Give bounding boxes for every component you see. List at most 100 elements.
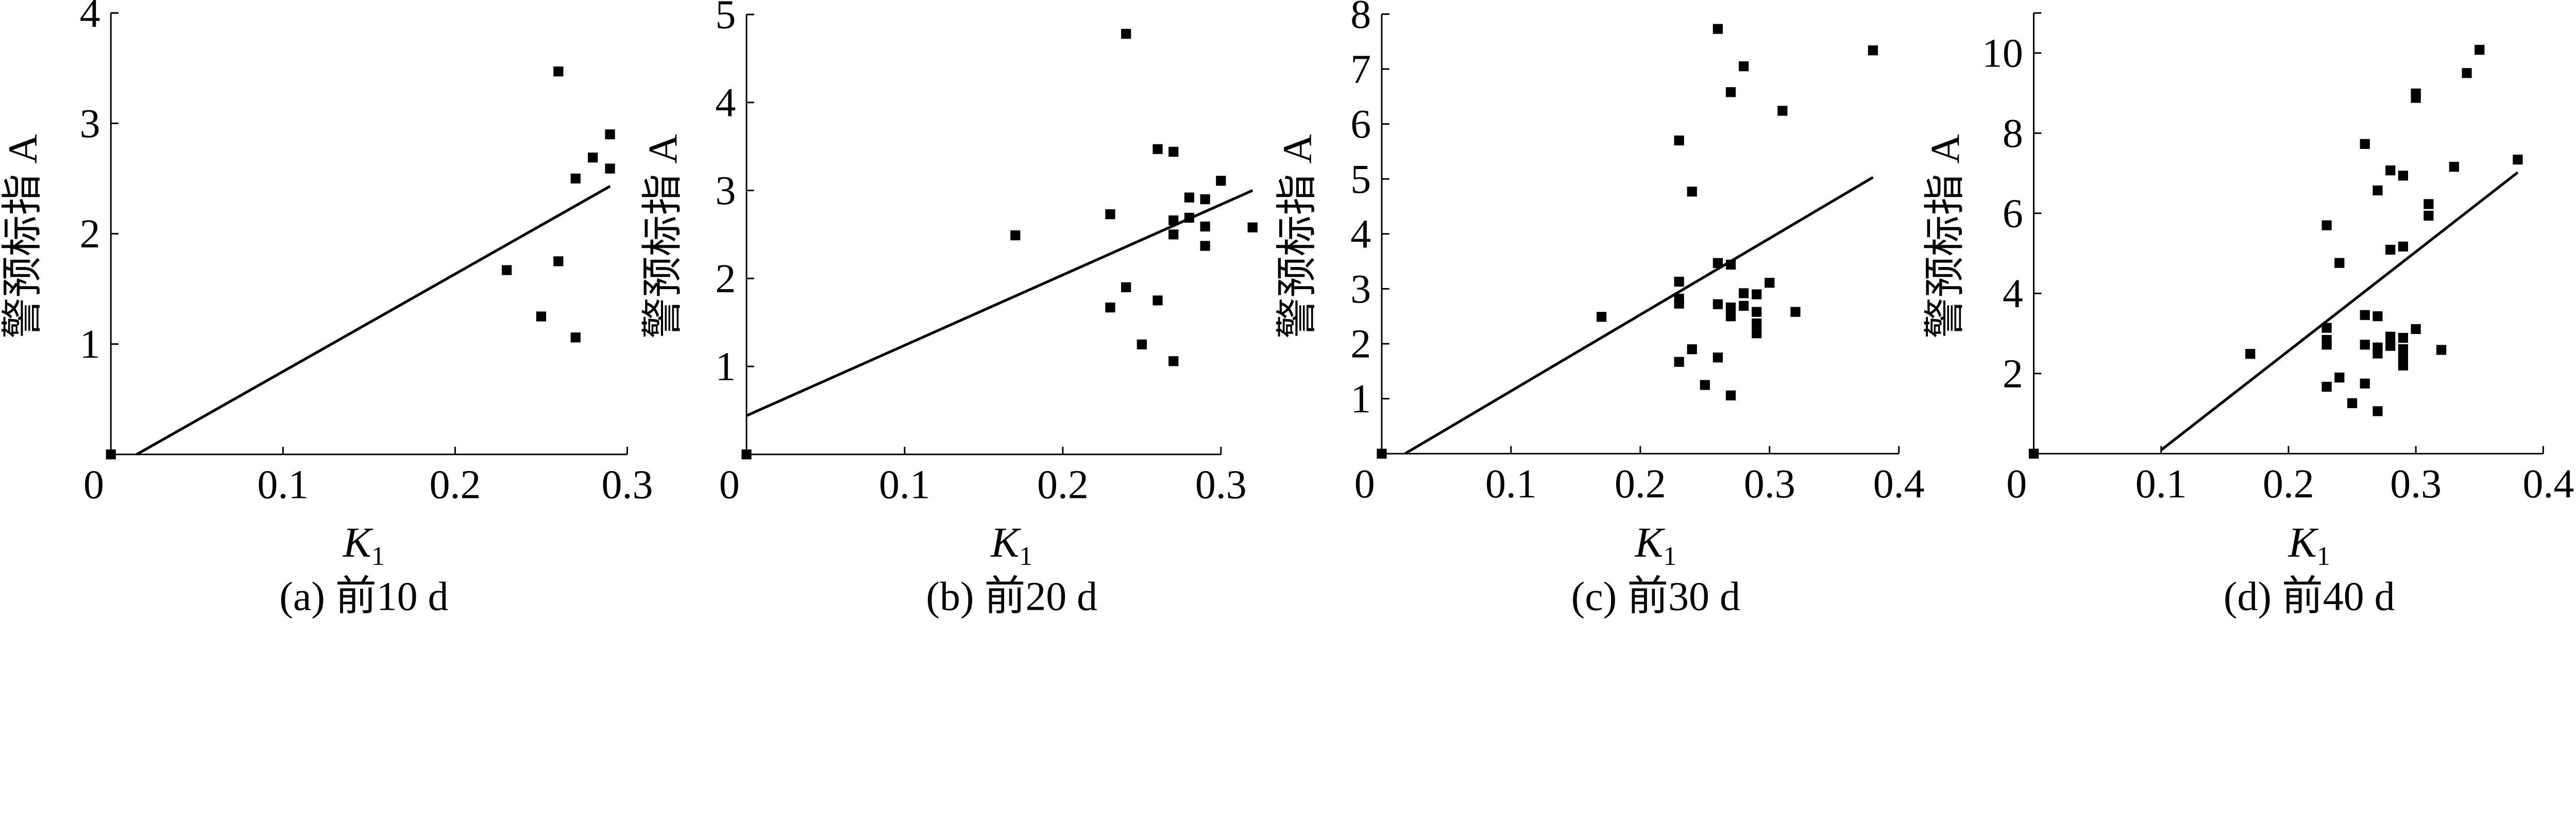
x-axis-label: K1 [343, 519, 385, 571]
data-point [2398, 332, 2409, 343]
data-point [1725, 259, 1736, 270]
data-point [536, 311, 547, 322]
data-point [1725, 87, 1736, 97]
fit-line [136, 185, 611, 456]
data-point [1216, 176, 1226, 186]
y-tick-label: 4 [715, 80, 736, 125]
data-point [1725, 390, 1736, 400]
data-point [1168, 215, 1179, 226]
data-point [1700, 380, 1710, 390]
data-point [2372, 406, 2383, 416]
y-tick-label: 3 [715, 168, 736, 213]
data-point [2398, 171, 2409, 181]
data-point [1200, 241, 1210, 251]
data-point [1168, 146, 1179, 157]
data-point [2372, 348, 2383, 359]
x-tick-label: 0.4 [1873, 461, 1925, 507]
data-point [1752, 318, 1762, 329]
x-tick-label: 0 [2006, 461, 2027, 507]
data-point [2398, 360, 2409, 371]
data-point [2347, 398, 2358, 408]
y-tick-label: 6 [2003, 191, 2023, 236]
data-point [1200, 221, 1210, 232]
y-tick-label: 8 [1350, 0, 1371, 37]
data-point [2334, 258, 2345, 268]
y-tick-label: 5 [715, 0, 736, 38]
y-tick-label: 7 [1350, 47, 1371, 92]
data-point [2398, 241, 2409, 252]
data-point [1168, 229, 1179, 240]
x-tick-label: 0.1 [1485, 461, 1537, 507]
y-tick-label: 4 [80, 0, 100, 36]
x-tick-label: 0.2 [429, 462, 481, 508]
y-tick-label: 2 [2003, 351, 2023, 396]
y-tick-label: 3 [1350, 266, 1371, 312]
panel-caption: (a) 前10 d [279, 574, 448, 618]
x-tick-label: 0.2 [1615, 461, 1666, 507]
data-point [1738, 300, 1749, 311]
y-tick-label: 2 [715, 256, 736, 302]
fit-line [1404, 176, 1874, 455]
data-point [1713, 299, 1723, 309]
data-point [2411, 93, 2421, 103]
x-tick-label: 0.3 [1744, 461, 1795, 507]
data-point [2449, 162, 2459, 172]
data-point [1674, 135, 1684, 146]
y-tick-label: 1 [1350, 376, 1371, 422]
data-point [605, 129, 615, 140]
data-point [570, 173, 581, 183]
data-point [1790, 307, 1801, 317]
y-tick-label: 4 [2003, 271, 2023, 316]
x-tick-label: 0 [719, 462, 740, 508]
x-axis-label: K1 [2288, 519, 2330, 571]
panel-b: 警预标指 A K1 (b) 前20 d 0 0.1 0.2 0.3 1 2 3 4 5 [640, 0, 1258, 618]
data-point [2385, 244, 2396, 255]
fit-line [745, 189, 1253, 417]
data-point [1674, 276, 1684, 287]
data-point [1687, 187, 1697, 197]
data-point [553, 66, 564, 77]
figure: 警预标指 A K1 (a) 前10 d 0 0.1 0.2 0.3 1 2 3 4 警预标指 … [0, 0, 2574, 618]
x-tick-label: 0.2 [1037, 462, 1089, 508]
data-point [2360, 310, 2370, 320]
data-point [1168, 356, 1179, 366]
data-point [2462, 68, 2472, 78]
y-axis-label: 警预标指 A [0, 134, 45, 339]
x-tick-label: 0.1 [879, 462, 930, 508]
data-point [553, 256, 564, 266]
data-point [1868, 45, 1878, 56]
x-tick-label: 0.2 [2263, 461, 2314, 507]
data-point [1752, 307, 1762, 317]
data-point [1121, 29, 1131, 39]
data-point [2513, 155, 2523, 165]
data-point [2398, 344, 2409, 354]
data-point [1596, 312, 1607, 322]
y-axis-label: 警预标指 A [1923, 134, 1968, 339]
panel-caption: (c) 前30 d [1571, 574, 1740, 618]
x-tick-label: 0 [83, 462, 104, 508]
y-tick-label: 3 [80, 101, 100, 146]
x-axis-label: K1 [1634, 519, 1676, 571]
data-point [2475, 45, 2485, 55]
x-tick-label: 0.1 [257, 462, 309, 508]
y-tick-label: 1 [80, 322, 100, 367]
data-point [588, 153, 598, 163]
y-tick-label: 5 [1350, 157, 1371, 202]
y-tick-label: 2 [80, 211, 100, 257]
data-point [1738, 288, 1749, 298]
data-point [1752, 328, 1762, 339]
data-point [1105, 209, 1115, 220]
y-axis-label: 警预标指 A [1275, 134, 1320, 339]
data-point [1713, 24, 1723, 34]
data-point [1184, 192, 1195, 203]
y-tick-label: 8 [2003, 111, 2023, 156]
y-tick-label: 10 [1982, 31, 2023, 76]
data-point [501, 265, 512, 275]
data-point [106, 449, 116, 460]
data-point [1674, 357, 1684, 367]
x-tick-label: 0.3 [1195, 462, 1247, 508]
panel-d: 警预标指 A K1 (d) 前40 d 0 0.1 0.2 0.3 0.4 2 4 6 8 10 [1923, 12, 2574, 618]
data-point [1153, 295, 1163, 306]
data-point [1121, 282, 1131, 292]
data-point [1738, 61, 1749, 72]
